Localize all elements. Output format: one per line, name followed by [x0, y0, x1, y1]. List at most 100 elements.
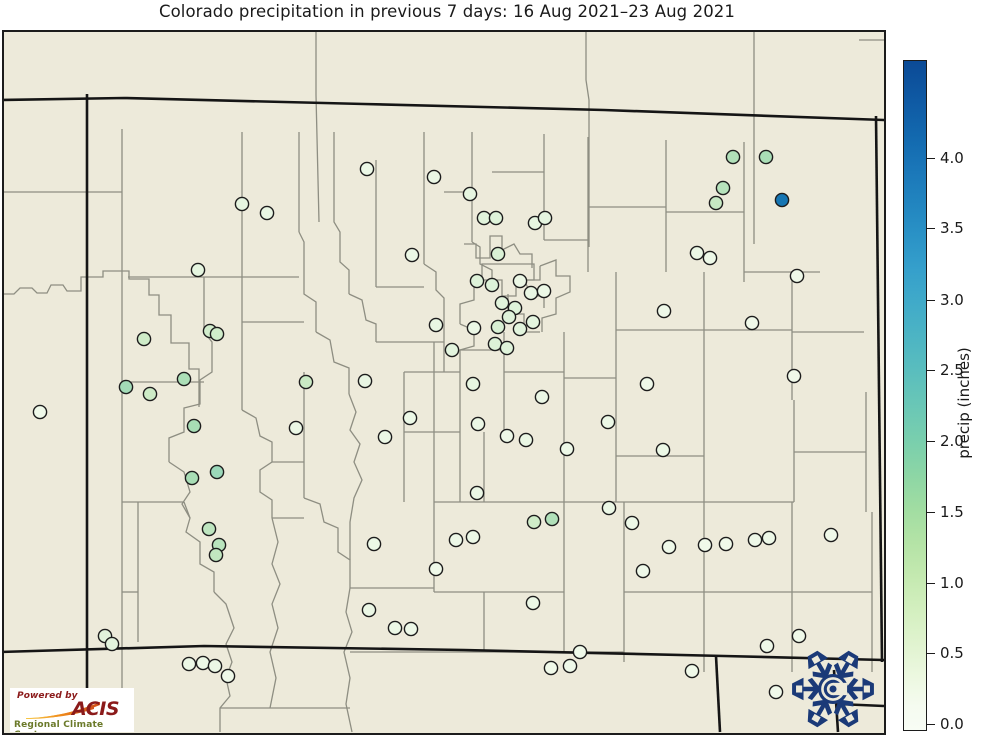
station-marker[interactable]: [499, 340, 515, 356]
station-marker[interactable]: [791, 628, 807, 644]
station-marker[interactable]: [466, 320, 482, 336]
station-marker[interactable]: [209, 326, 225, 342]
station-marker[interactable]: [600, 414, 616, 430]
station-marker[interactable]: [428, 561, 444, 577]
station-marker[interactable]: [465, 376, 481, 392]
station-marker[interactable]: [428, 317, 444, 333]
station-marker[interactable]: [186, 418, 202, 434]
station-marker[interactable]: [725, 149, 741, 165]
station-marker[interactable]: [234, 196, 250, 212]
station-marker[interactable]: [774, 192, 790, 208]
station-marker[interactable]: [403, 621, 419, 637]
station-marker[interactable]: [32, 404, 48, 420]
station-marker[interactable]: [357, 373, 373, 389]
station-marker[interactable]: [537, 210, 553, 226]
station-marker[interactable]: [708, 195, 724, 211]
station-marker[interactable]: [298, 374, 314, 390]
station-marker[interactable]: [220, 668, 236, 684]
station-marker[interactable]: [697, 537, 713, 553]
station-marker[interactable]: [448, 532, 464, 548]
station-marker[interactable]: [601, 500, 617, 516]
station-marker[interactable]: [768, 684, 784, 700]
station-marker[interactable]: [499, 428, 515, 444]
colorbar-tick-label: 3.0: [940, 290, 964, 309]
station-marker[interactable]: [404, 247, 420, 263]
station-marker[interactable]: [142, 386, 158, 402]
station-marker[interactable]: [465, 529, 481, 545]
station-marker[interactable]: [715, 180, 731, 196]
station-marker[interactable]: [470, 416, 486, 432]
station-marker[interactable]: [639, 376, 655, 392]
station-marker[interactable]: [484, 277, 500, 293]
station-marker[interactable]: [494, 295, 510, 311]
station-marker[interactable]: [624, 515, 640, 531]
station-marker[interactable]: [661, 539, 677, 555]
station-marker[interactable]: [518, 432, 534, 448]
station-marker[interactable]: [744, 315, 760, 331]
station-marker[interactable]: [525, 314, 541, 330]
station-marker[interactable]: [543, 660, 559, 676]
station-marker[interactable]: [288, 420, 304, 436]
map-canvas[interactable]: [2, 30, 886, 735]
station-marker[interactable]: [512, 321, 528, 337]
station-marker[interactable]: [559, 441, 575, 457]
station-marker[interactable]: [426, 169, 442, 185]
station-marker[interactable]: [208, 547, 224, 563]
station-marker[interactable]: [536, 283, 552, 299]
station-marker[interactable]: [789, 268, 805, 284]
station-marker[interactable]: [469, 273, 485, 289]
station-marker[interactable]: [684, 663, 700, 679]
station-marker[interactable]: [469, 485, 485, 501]
station-marker[interactable]: [136, 331, 152, 347]
station-marker[interactable]: [786, 368, 802, 384]
colorbar-tick-label: 3.5: [940, 219, 964, 238]
station-marker[interactable]: [512, 273, 528, 289]
snowflake-arm: [832, 650, 859, 688]
station-marker[interactable]: [758, 149, 774, 165]
acis-swoosh-icon: [26, 702, 100, 719]
station-marker[interactable]: [181, 656, 197, 672]
station-marker[interactable]: [259, 205, 275, 221]
station-marker[interactable]: [534, 389, 550, 405]
station-marker[interactable]: [402, 410, 418, 426]
station-marker[interactable]: [562, 658, 578, 674]
station-marker[interactable]: [190, 262, 206, 278]
station-marker[interactable]: [501, 309, 517, 325]
station-marker[interactable]: [201, 521, 217, 537]
station-marker[interactable]: [488, 210, 504, 226]
station-marker[interactable]: [118, 379, 134, 395]
station-marker[interactable]: [444, 342, 460, 358]
station-marker[interactable]: [525, 595, 541, 611]
station-marker[interactable]: [761, 530, 777, 546]
station-marker[interactable]: [823, 527, 839, 543]
station-marker[interactable]: [387, 620, 403, 636]
station-marker[interactable]: [377, 429, 393, 445]
station-marker[interactable]: [544, 511, 560, 527]
station-marker[interactable]: [655, 442, 671, 458]
station-marker[interactable]: [359, 161, 375, 177]
station-marker[interactable]: [462, 186, 478, 202]
station-marker[interactable]: [718, 536, 734, 552]
station-marker[interactable]: [490, 246, 506, 262]
station-marker[interactable]: [195, 655, 211, 671]
station-marker[interactable]: [490, 319, 506, 335]
station-marker[interactable]: [526, 514, 542, 530]
station-marker[interactable]: [747, 532, 763, 548]
station-marker[interactable]: [207, 658, 223, 674]
station-marker[interactable]: [487, 336, 503, 352]
station-marker[interactable]: [572, 644, 588, 660]
acis-wordmark: ACIS: [72, 698, 120, 720]
station-marker[interactable]: [689, 245, 705, 261]
station-marker[interactable]: [361, 602, 377, 618]
station-marker[interactable]: [759, 638, 775, 654]
station-marker[interactable]: [476, 210, 492, 226]
station-marker[interactable]: [184, 470, 200, 486]
station-marker[interactable]: [176, 371, 192, 387]
station-marker[interactable]: [104, 636, 120, 652]
station-marker[interactable]: [366, 536, 382, 552]
station-marker[interactable]: [209, 464, 225, 480]
station-marker[interactable]: [635, 563, 651, 579]
station-marker[interactable]: [702, 250, 718, 266]
station-marker[interactable]: [523, 285, 539, 301]
station-marker[interactable]: [656, 303, 672, 319]
